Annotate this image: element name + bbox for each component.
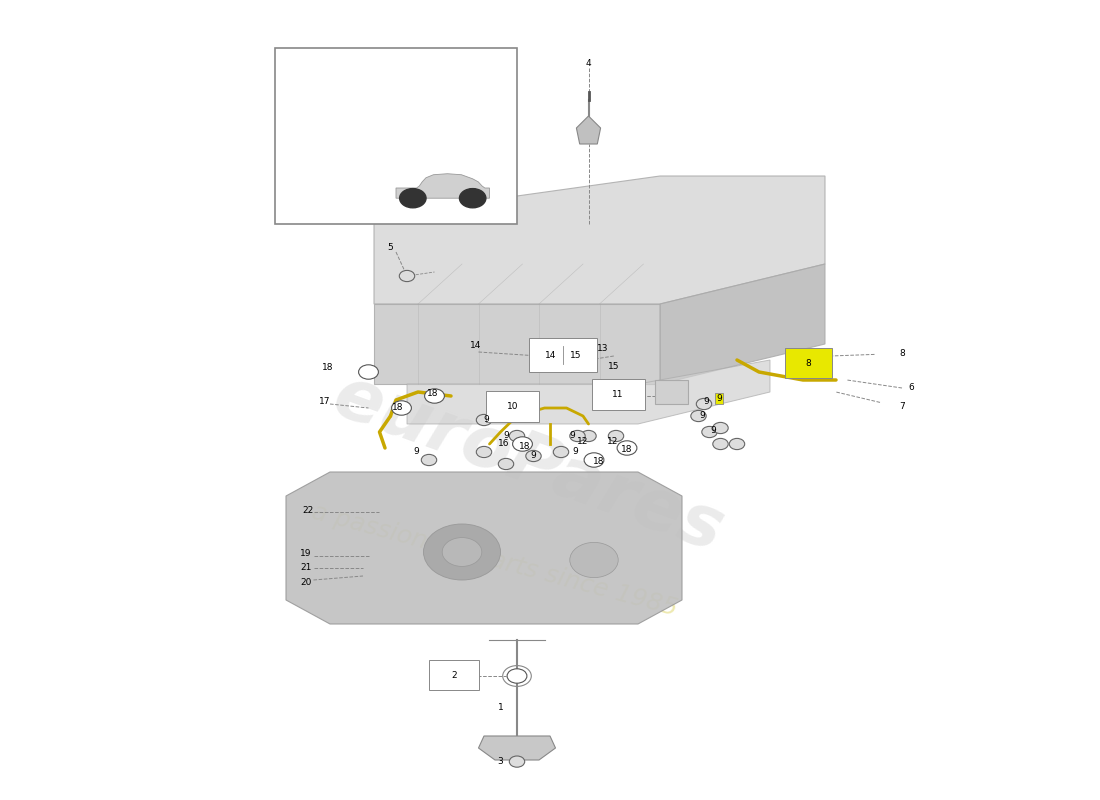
Text: 8: 8 — [899, 349, 905, 358]
FancyBboxPatch shape — [529, 338, 597, 372]
Circle shape — [476, 446, 492, 458]
Text: a passion for parts since 1985: a passion for parts since 1985 — [309, 499, 681, 621]
Circle shape — [424, 524, 500, 580]
Text: 18: 18 — [621, 445, 632, 454]
Text: 11: 11 — [613, 390, 624, 399]
Polygon shape — [654, 380, 688, 404]
Circle shape — [442, 538, 482, 566]
Circle shape — [581, 430, 596, 442]
Circle shape — [513, 437, 532, 451]
FancyBboxPatch shape — [785, 348, 832, 378]
Text: 9: 9 — [572, 446, 579, 456]
Circle shape — [498, 458, 514, 470]
Text: 9: 9 — [569, 430, 575, 440]
Text: 9: 9 — [716, 394, 723, 403]
Polygon shape — [478, 736, 556, 760]
Circle shape — [460, 189, 486, 208]
Circle shape — [713, 438, 728, 450]
Circle shape — [617, 441, 637, 455]
Circle shape — [399, 270, 415, 282]
Text: 18: 18 — [393, 403, 404, 413]
Polygon shape — [576, 116, 601, 144]
Text: 14: 14 — [470, 341, 481, 350]
Circle shape — [553, 446, 569, 458]
Text: 9: 9 — [698, 411, 705, 421]
Circle shape — [425, 389, 444, 403]
Text: 9: 9 — [530, 451, 537, 461]
FancyBboxPatch shape — [275, 48, 517, 224]
Text: 20: 20 — [300, 578, 311, 587]
Text: 1: 1 — [497, 703, 504, 713]
Text: 15: 15 — [570, 350, 581, 360]
Circle shape — [509, 756, 525, 767]
Text: 16: 16 — [498, 439, 509, 449]
Circle shape — [696, 398, 712, 410]
Text: euroPares: euroPares — [323, 362, 733, 566]
Text: 6: 6 — [908, 383, 914, 393]
Circle shape — [570, 542, 618, 578]
Circle shape — [526, 450, 541, 462]
Text: 19: 19 — [300, 549, 311, 558]
Circle shape — [584, 453, 604, 467]
Text: 22: 22 — [302, 506, 313, 515]
Polygon shape — [286, 472, 682, 624]
Text: 9: 9 — [412, 447, 419, 457]
Circle shape — [691, 410, 706, 422]
Text: 10: 10 — [507, 402, 518, 411]
Circle shape — [359, 365, 378, 379]
Circle shape — [702, 426, 717, 438]
Circle shape — [476, 414, 492, 426]
Polygon shape — [396, 174, 490, 198]
Text: 21: 21 — [300, 563, 311, 573]
Polygon shape — [407, 360, 770, 424]
Polygon shape — [660, 264, 825, 384]
Circle shape — [421, 454, 437, 466]
Circle shape — [399, 189, 426, 208]
Circle shape — [507, 669, 527, 683]
Text: 18: 18 — [427, 389, 438, 398]
Text: 8: 8 — [805, 358, 812, 368]
Text: 15: 15 — [608, 362, 619, 371]
Text: 9: 9 — [710, 426, 716, 435]
Text: 13: 13 — [597, 343, 608, 353]
Circle shape — [713, 422, 728, 434]
Polygon shape — [374, 304, 660, 384]
Text: 2: 2 — [451, 670, 458, 680]
FancyBboxPatch shape — [592, 379, 645, 410]
Text: 17: 17 — [319, 397, 330, 406]
Text: 9: 9 — [483, 415, 490, 425]
Text: 12: 12 — [578, 437, 588, 446]
Text: 3: 3 — [497, 757, 504, 766]
Text: 9: 9 — [503, 431, 509, 441]
Text: 18: 18 — [519, 442, 530, 451]
Text: 7: 7 — [899, 402, 905, 411]
Circle shape — [509, 430, 525, 442]
Circle shape — [392, 401, 411, 415]
Circle shape — [570, 430, 585, 442]
Text: 14: 14 — [546, 350, 557, 360]
Text: 18: 18 — [322, 363, 333, 373]
Text: 12: 12 — [607, 437, 618, 446]
Text: 5: 5 — [387, 243, 394, 253]
FancyBboxPatch shape — [486, 391, 539, 422]
Text: 9: 9 — [703, 397, 710, 406]
Circle shape — [729, 438, 745, 450]
Text: 4: 4 — [585, 59, 592, 69]
Circle shape — [608, 430, 624, 442]
Polygon shape — [374, 176, 825, 304]
FancyBboxPatch shape — [429, 660, 478, 690]
Text: 18: 18 — [593, 457, 604, 466]
